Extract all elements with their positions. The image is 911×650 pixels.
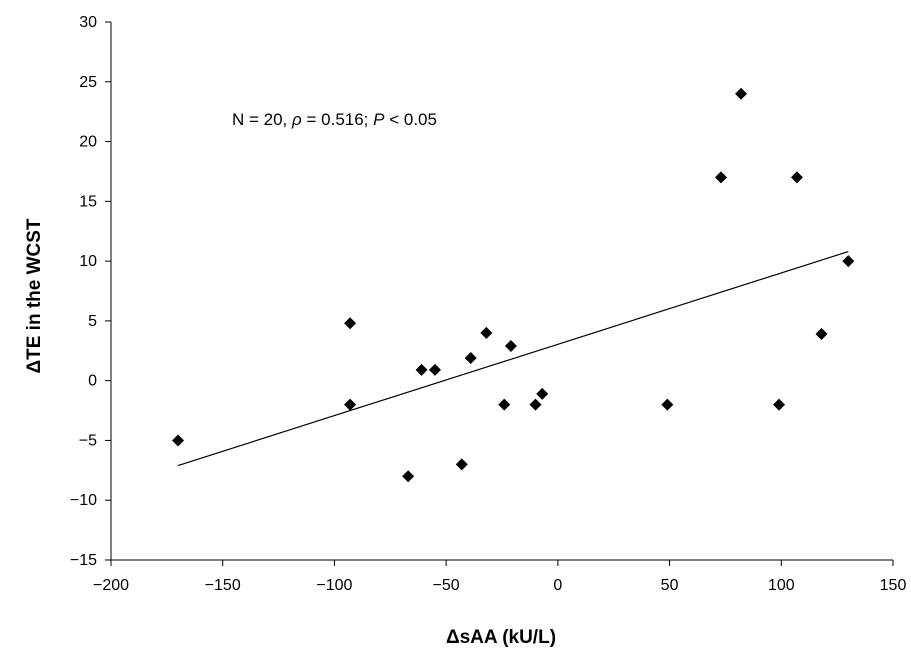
annotation-p-symbol: P [373,110,385,129]
x-tick-label: −150 [205,577,241,594]
data-point [480,326,493,339]
data-point [464,351,477,364]
data-point [344,317,357,330]
annotation-rho-symbol: ρ [291,110,302,129]
y-tick-label: −15 [70,552,97,569]
x-tick-label: 150 [880,577,907,594]
data-point [504,339,517,352]
y-tick-label: 25 [79,74,97,91]
data-point [815,328,828,341]
x-tick-label: 100 [768,577,795,594]
data-point [172,434,185,447]
annotation-p: < 0.05 [384,110,436,129]
data-point [455,458,468,471]
data-point [344,398,357,411]
data-point [529,398,542,411]
data-point [402,470,415,483]
y-tick-label: 0 [88,373,97,390]
trendline-group [177,250,849,467]
annotation-n: N = 20, [232,110,292,129]
stats-annotation: N = 20, ρ = 0.516; P < 0.05 [232,110,437,129]
y-tick-label: 20 [79,134,97,151]
data-point [714,171,727,184]
y-tick-label: 15 [79,193,97,210]
data-point [735,87,748,100]
y-tick-label: 10 [79,253,97,270]
y-tick-label: −5 [79,432,97,449]
x-tick-label: −50 [433,577,460,594]
x-tick-label: −100 [316,577,352,594]
data-point [428,363,441,376]
data-point [498,398,511,411]
trendline [177,250,849,467]
data-point [536,387,549,400]
y-tick-label: 30 [79,14,97,31]
data-points [172,87,855,483]
x-axis-title: ΔsAA (kU/L) [446,627,556,648]
y-tick-label: −10 [70,492,97,509]
x-tick-label: 0 [553,577,562,594]
data-point [773,398,786,411]
data-point [415,363,428,376]
x-tick-label: 50 [661,577,679,594]
data-point [790,171,803,184]
data-point [661,398,674,411]
y-axis-title: ΔTE in the WCST [24,218,45,373]
x-tick-label: −200 [93,577,129,594]
y-tick-label: 5 [88,313,97,330]
annotation-rho: = 0.516; [302,110,373,129]
data-point [842,255,855,268]
